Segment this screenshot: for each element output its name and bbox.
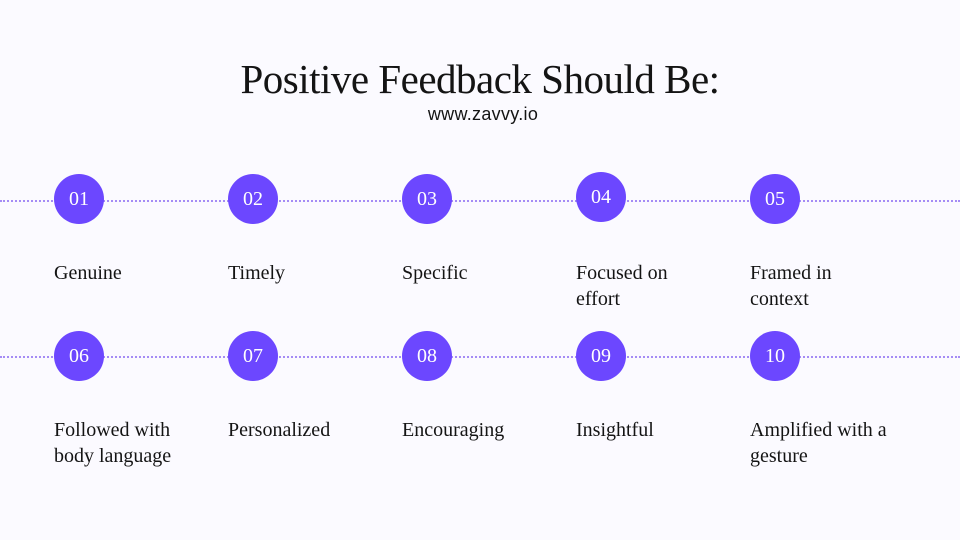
step-badge-01: 01 (54, 174, 104, 224)
step-label-08: Encouraging (402, 419, 505, 441)
step-badge-07: 07 (228, 331, 278, 381)
page-title: Positive Feedback Should Be: (240, 56, 720, 102)
step-badge-04: 04 (576, 172, 626, 222)
step-label-05: Framed in context (750, 262, 832, 310)
timeline-line-row-2 (0, 356, 960, 358)
website-url-text: www.zavvy.io (427, 104, 539, 124)
step-badge-02: 02 (228, 174, 278, 224)
step-badge-09: 09 (576, 331, 626, 381)
step-label-09: Insightful (576, 419, 654, 441)
step-label-04: Focused on effort (576, 262, 668, 310)
timeline-line-row-1 (0, 200, 960, 202)
website-url: www.zavvy.io (0, 104, 960, 125)
step-badge-08: 08 (402, 331, 452, 381)
step-badge-05: 05 (750, 174, 800, 224)
step-label-01: Genuine (54, 262, 122, 284)
step-label-03: Specific (402, 262, 468, 284)
step-badge-03: 03 (402, 174, 452, 224)
step-badge-06: 06 (54, 331, 104, 381)
step-label-06: Followed with body language (54, 419, 172, 467)
step-label-07: Personalized (228, 419, 331, 441)
step-label-10: Amplified with a gesture (750, 419, 887, 467)
step-badge-10: 10 (750, 331, 800, 381)
step-label-02: Timely (228, 262, 286, 284)
